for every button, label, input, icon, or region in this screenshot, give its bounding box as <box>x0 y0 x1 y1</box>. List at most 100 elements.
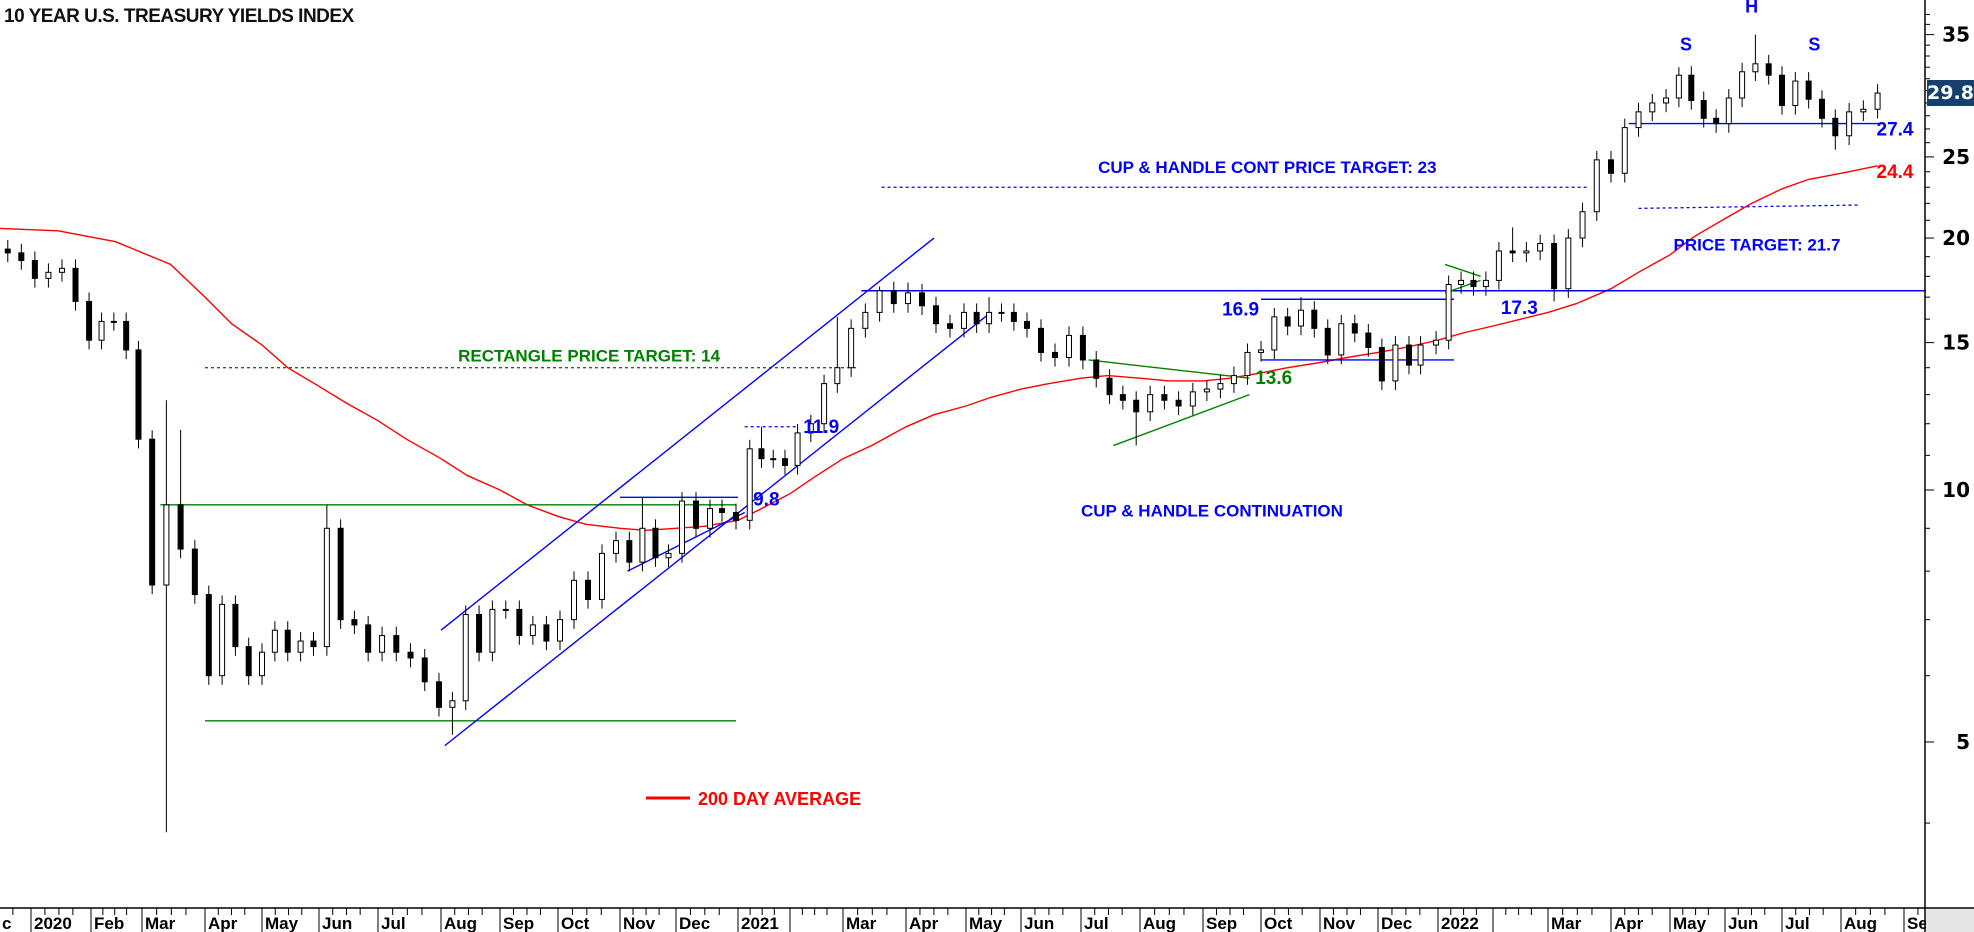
candle <box>245 637 252 685</box>
candle <box>1175 391 1182 416</box>
candle-body <box>123 320 130 351</box>
candle-body <box>177 504 184 550</box>
candle-body <box>1818 98 1825 119</box>
candle-body <box>933 305 939 325</box>
candle <box>435 672 442 717</box>
candle-body <box>919 292 925 307</box>
candle-body <box>693 500 699 529</box>
candle-body <box>1725 97 1732 125</box>
candle-body <box>110 320 117 323</box>
candle <box>599 544 605 609</box>
candle-body <box>379 635 386 653</box>
candle-body <box>407 651 414 659</box>
annotation-labels: RECTANGLE PRICE TARGET: 14 CUP & HANDLE C… <box>458 0 1914 809</box>
candle <box>110 312 117 331</box>
candle <box>733 503 739 530</box>
candle-body <box>947 323 953 329</box>
x-tick-label: Mar <box>846 914 877 932</box>
candle <box>557 610 563 651</box>
candle-body <box>571 579 577 621</box>
candle <box>679 492 685 563</box>
candle <box>31 251 38 288</box>
candle-body <box>1052 351 1058 358</box>
candle-body <box>973 311 980 325</box>
x-tick-label: c <box>2 914 11 932</box>
candle-body <box>961 311 967 329</box>
candle <box>613 531 619 563</box>
candle <box>1805 72 1812 109</box>
candle <box>719 499 725 522</box>
candle <box>476 605 483 662</box>
label-shoulder_right: S <box>1808 35 1820 55</box>
candle <box>919 283 925 315</box>
y-tick-label: 5 <box>1956 730 1970 754</box>
candle <box>933 296 939 333</box>
candle-body <box>1405 344 1412 366</box>
candle-body <box>543 624 550 642</box>
candle <box>337 519 344 629</box>
candle-body <box>1470 279 1477 288</box>
candle <box>1161 385 1168 410</box>
candle-body <box>613 540 619 554</box>
candle <box>86 292 93 350</box>
candle <box>821 374 828 433</box>
candle-body <box>72 267 79 302</box>
candle-body <box>599 552 605 600</box>
candle <box>1765 54 1772 85</box>
candle <box>271 621 278 662</box>
candle-body <box>219 603 226 677</box>
candle-body <box>1593 159 1600 213</box>
candle <box>1551 234 1558 302</box>
candle-body <box>1663 97 1670 104</box>
candle-body <box>807 423 814 434</box>
candle <box>1271 307 1278 360</box>
candle-body <box>163 504 170 586</box>
candle-body <box>284 629 291 653</box>
label-v9_8: 9.8 <box>753 489 779 510</box>
candle <box>1739 62 1746 108</box>
candle-body <box>1311 309 1318 329</box>
candle-body <box>1713 117 1720 125</box>
candle-body <box>98 320 105 341</box>
candle-body <box>1324 327 1331 356</box>
candle-body <box>1565 237 1572 290</box>
candle <box>1792 72 1799 115</box>
candle <box>1365 324 1372 357</box>
candle <box>1297 297 1304 336</box>
candle <box>781 449 788 475</box>
candle-body <box>1338 323 1345 356</box>
candle-body <box>149 438 156 586</box>
candle <box>1284 307 1291 336</box>
candle-body <box>998 311 1005 314</box>
x-tick-label: 2022 <box>1441 914 1479 932</box>
candle <box>1311 301 1318 338</box>
candle-body <box>1189 391 1196 407</box>
candle-body <box>1079 334 1086 361</box>
y-tick-label: 25 <box>1942 145 1970 169</box>
candle-body <box>746 448 753 521</box>
y-tick-label: 20 <box>1942 226 1970 250</box>
candle <box>72 259 79 311</box>
label-head: H <box>1745 0 1758 16</box>
candle-body <box>1024 320 1030 329</box>
trendline-channel-upper <box>440 237 935 631</box>
candle-body <box>4 248 11 254</box>
trendline-flag-upper <box>1444 263 1481 278</box>
candle <box>1066 326 1072 367</box>
candle-body <box>1258 349 1264 353</box>
candle <box>1392 336 1399 391</box>
candle-body <box>1445 284 1452 341</box>
candle <box>1565 229 1572 298</box>
x-tick-label: Mar <box>1551 914 1582 932</box>
candle-body <box>719 508 725 513</box>
candle <box>502 600 509 619</box>
candle-body <box>1175 399 1182 407</box>
x-tick-label: Dec <box>679 914 710 932</box>
candle <box>219 595 226 685</box>
candle <box>45 263 52 288</box>
candle-body <box>1351 323 1358 334</box>
label-v24_4: 24.4 <box>1877 162 1914 183</box>
candle <box>323 504 330 656</box>
candle-body <box>205 594 212 677</box>
